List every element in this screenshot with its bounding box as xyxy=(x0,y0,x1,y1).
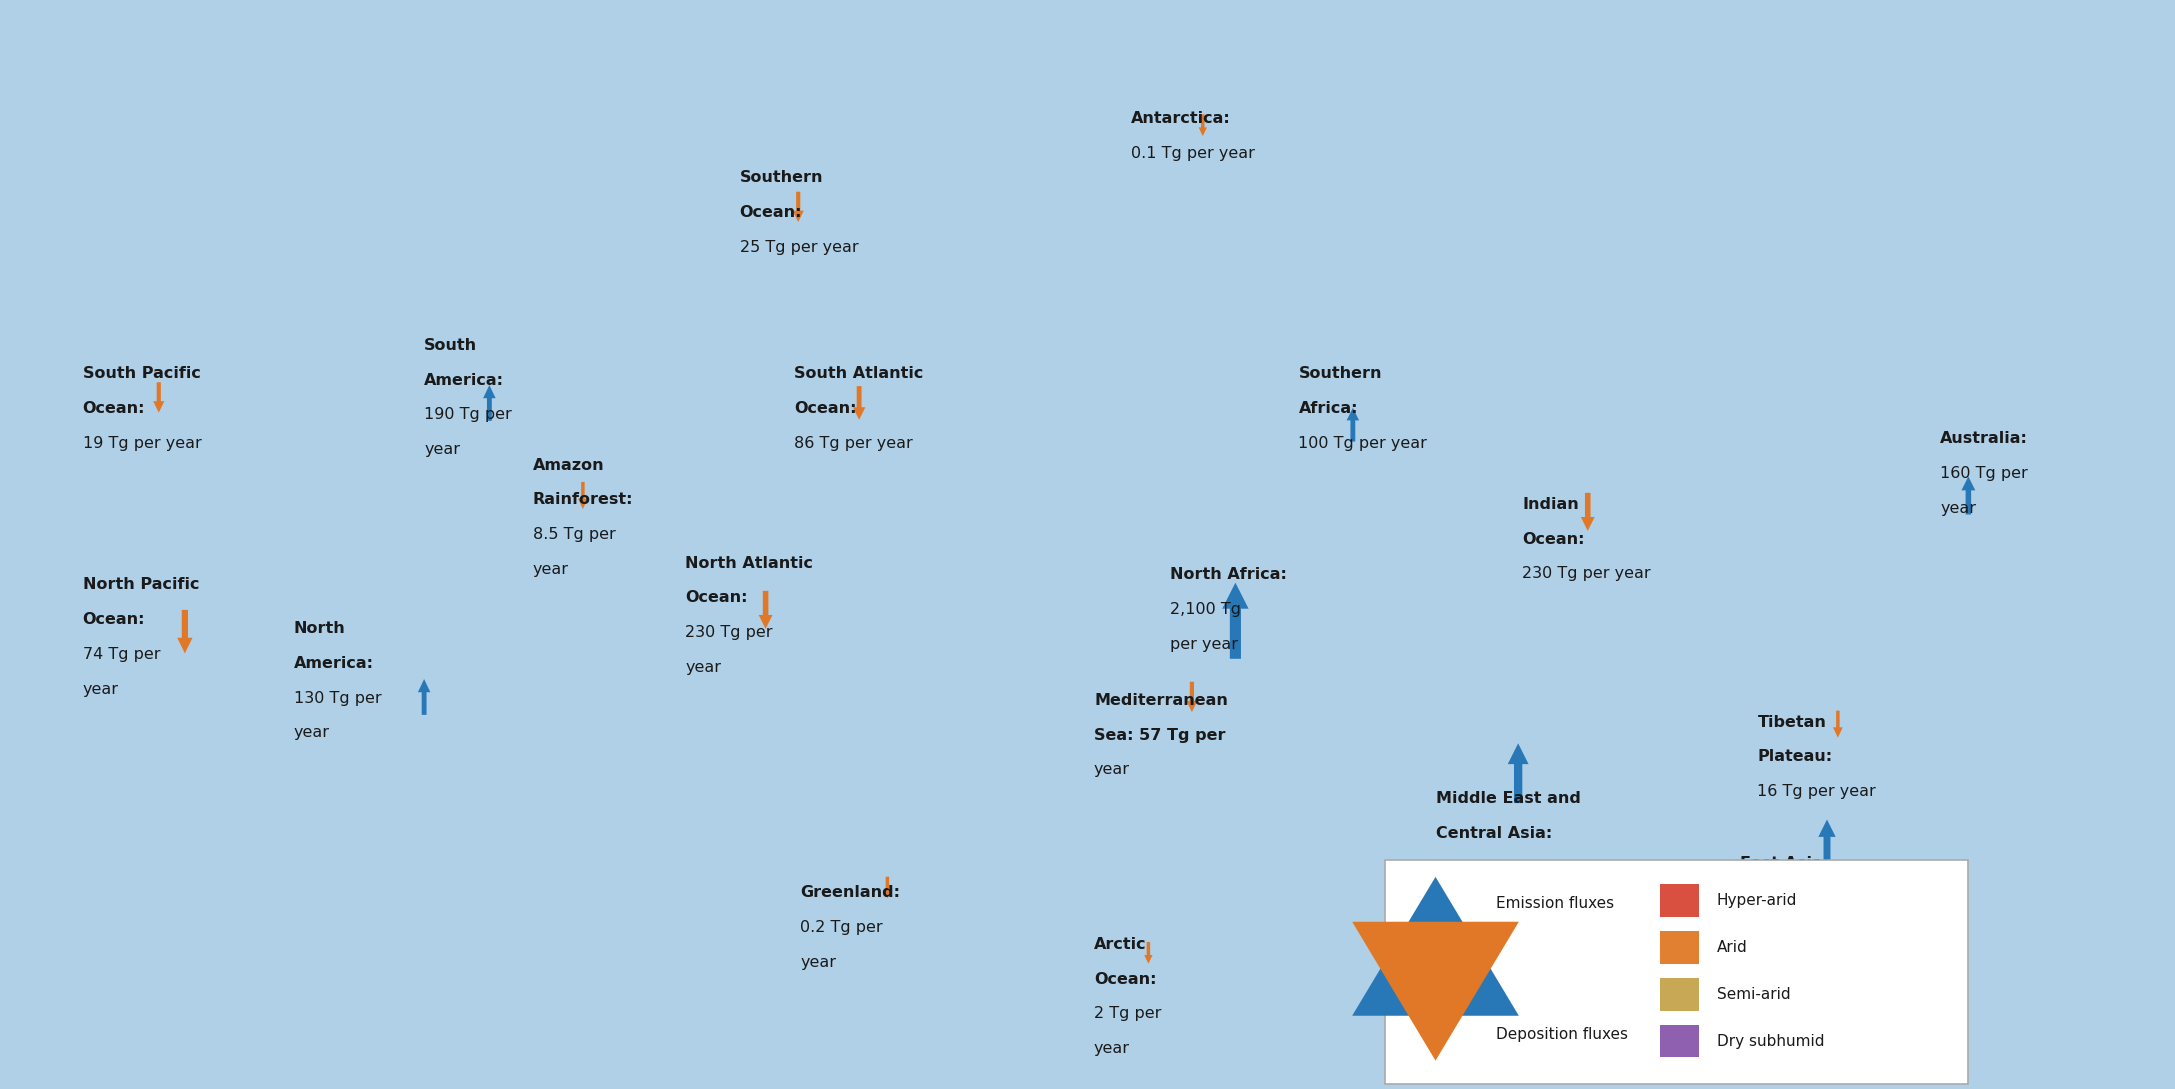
Text: South Pacific: South Pacific xyxy=(83,366,200,381)
Text: Semi-arid: Semi-arid xyxy=(1716,987,1790,1002)
Text: Tibetan: Tibetan xyxy=(1757,714,1827,730)
FancyBboxPatch shape xyxy=(1660,1025,1699,1057)
Text: Sea: 57 Tg per: Sea: 57 Tg per xyxy=(1094,727,1225,743)
Text: year: year xyxy=(533,562,570,577)
Text: Dry subhumid: Dry subhumid xyxy=(1716,1033,1825,1049)
FancyBboxPatch shape xyxy=(1385,860,1968,1084)
Text: year: year xyxy=(294,725,331,741)
Text: Ocean:: Ocean: xyxy=(83,401,146,416)
Text: Australia:: Australia: xyxy=(1940,431,2027,446)
Text: per year: per year xyxy=(1740,926,1807,941)
Text: Deposition fluxes: Deposition fluxes xyxy=(1496,1027,1629,1041)
Text: Ocean:: Ocean: xyxy=(1094,971,1157,987)
Text: 86 Tg per year: 86 Tg per year xyxy=(794,436,914,451)
Text: year: year xyxy=(424,442,461,457)
Text: 100 Tg per year: 100 Tg per year xyxy=(1298,436,1427,451)
Text: Southern: Southern xyxy=(740,170,822,185)
Text: year: year xyxy=(83,682,120,697)
Text: 19 Tg per year: 19 Tg per year xyxy=(83,436,202,451)
Text: Africa:: Africa: xyxy=(1298,401,1357,416)
Text: 230 Tg per: 230 Tg per xyxy=(685,625,772,640)
Text: 190 Tg per: 190 Tg per xyxy=(424,407,511,423)
Text: Ocean:: Ocean: xyxy=(740,205,803,220)
Text: Mediterranean: Mediterranean xyxy=(1094,693,1229,708)
Text: Arctic: Arctic xyxy=(1094,937,1146,952)
Text: year: year xyxy=(1094,1041,1131,1056)
FancyBboxPatch shape xyxy=(1660,931,1699,964)
Text: Southern: Southern xyxy=(1298,366,1381,381)
Text: North: North xyxy=(294,621,346,636)
Text: 1,400 Tg per year: 1,400 Tg per year xyxy=(1436,860,1579,876)
Text: year: year xyxy=(1094,762,1131,778)
Text: Ocean:: Ocean: xyxy=(794,401,857,416)
Text: 230 Tg per year: 230 Tg per year xyxy=(1522,566,1651,582)
Text: 600 Tg: 600 Tg xyxy=(1740,891,1797,906)
Text: South: South xyxy=(424,338,476,353)
Text: 0.1 Tg per year: 0.1 Tg per year xyxy=(1131,146,1255,161)
FancyBboxPatch shape xyxy=(1660,884,1699,917)
Text: 0.2 Tg per: 0.2 Tg per xyxy=(800,920,883,935)
Text: 16 Tg per year: 16 Tg per year xyxy=(1757,784,1877,799)
Text: Rainforest:: Rainforest: xyxy=(533,492,633,507)
Text: Central Asia:: Central Asia: xyxy=(1436,825,1551,841)
Text: 2 Tg per: 2 Tg per xyxy=(1094,1006,1161,1021)
Text: per year: per year xyxy=(1170,637,1238,652)
Text: Greenland:: Greenland: xyxy=(800,885,900,901)
Text: Plateau:: Plateau: xyxy=(1757,749,1834,764)
Text: Emission fluxes: Emission fluxes xyxy=(1496,896,1614,911)
Text: year: year xyxy=(685,660,722,675)
Text: year: year xyxy=(800,955,837,970)
Text: Ocean:: Ocean: xyxy=(685,590,748,605)
Text: Ocean:: Ocean: xyxy=(83,612,146,627)
Text: Middle East and: Middle East and xyxy=(1436,791,1581,806)
Text: Hyper-arid: Hyper-arid xyxy=(1716,893,1797,908)
Text: East Asia:: East Asia: xyxy=(1740,856,1829,871)
Text: Antarctica:: Antarctica: xyxy=(1131,111,1231,126)
Text: year: year xyxy=(1940,501,1977,516)
Text: 2,100 Tg: 2,100 Tg xyxy=(1170,602,1242,617)
Text: Arid: Arid xyxy=(1716,940,1747,955)
Text: 8.5 Tg per: 8.5 Tg per xyxy=(533,527,616,542)
Text: 160 Tg per: 160 Tg per xyxy=(1940,466,2027,481)
Text: America:: America: xyxy=(424,372,505,388)
Text: 25 Tg per year: 25 Tg per year xyxy=(740,240,859,255)
Text: North Africa:: North Africa: xyxy=(1170,567,1288,583)
Text: America:: America: xyxy=(294,656,374,671)
Text: South Atlantic: South Atlantic xyxy=(794,366,922,381)
Text: Ocean:: Ocean: xyxy=(1522,531,1586,547)
Text: Amazon: Amazon xyxy=(533,457,605,473)
Text: Indian: Indian xyxy=(1522,497,1579,512)
Text: 130 Tg per: 130 Tg per xyxy=(294,690,381,706)
Text: 74 Tg per: 74 Tg per xyxy=(83,647,161,662)
Text: North Pacific: North Pacific xyxy=(83,577,200,592)
FancyBboxPatch shape xyxy=(1660,978,1699,1011)
Text: North Atlantic: North Atlantic xyxy=(685,555,813,571)
